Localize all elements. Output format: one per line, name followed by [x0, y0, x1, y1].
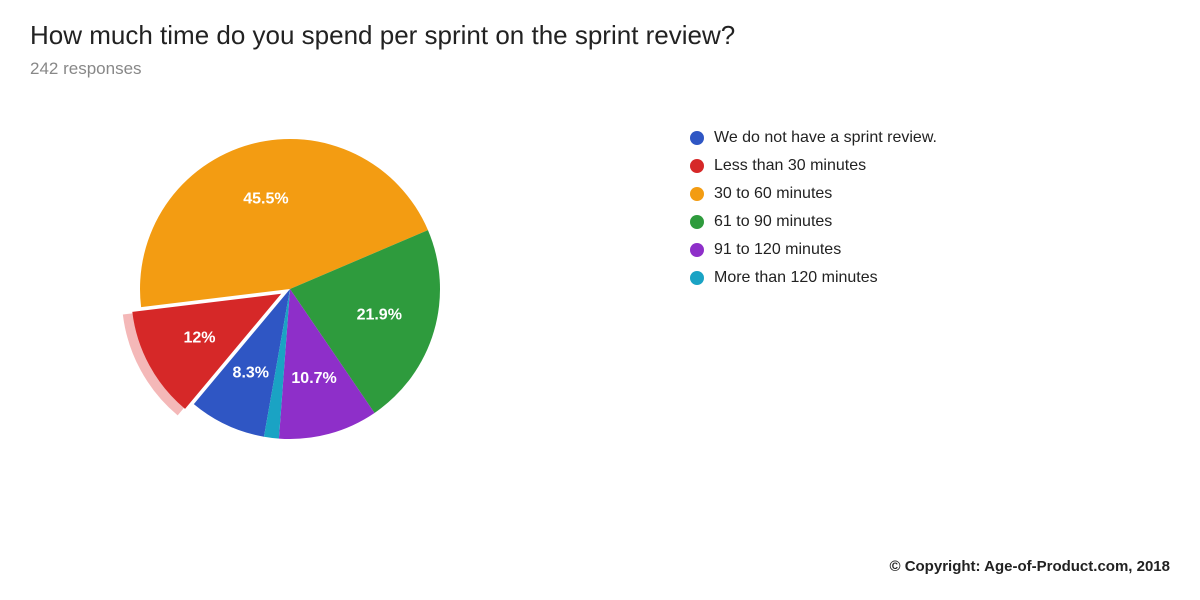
legend-label: Less than 30 minutes — [714, 157, 866, 175]
legend-label: 30 to 60 minutes — [714, 185, 832, 203]
slice-percent-label: 10.7% — [291, 370, 336, 387]
legend-swatch — [690, 215, 704, 229]
copyright-text: © Copyright: Age-of-Product.com, 2018 — [889, 558, 1170, 575]
legend-item: 91 to 120 minutes — [690, 241, 937, 259]
legend-swatch — [690, 271, 704, 285]
legend-swatch — [690, 187, 704, 201]
legend-item: 30 to 60 minutes — [690, 185, 937, 203]
legend-label: We do not have a sprint review. — [714, 129, 937, 147]
legend-swatch — [690, 159, 704, 173]
legend-swatch — [690, 243, 704, 257]
legend-label: 61 to 90 minutes — [714, 213, 832, 231]
slice-percent-label: 8.3% — [233, 365, 269, 382]
slice-percent-label: 12% — [183, 329, 215, 346]
legend-label: 91 to 120 minutes — [714, 241, 841, 259]
response-count: 242 responses — [30, 59, 1170, 79]
legend-swatch — [690, 131, 704, 145]
legend: We do not have a sprint review. Less than… — [690, 129, 937, 297]
legend-item: Less than 30 minutes — [690, 157, 937, 175]
pie-chart: 8.3% 12% 45.5% 21.9% 10.7% — [30, 119, 570, 479]
slice-percent-label: 45.5% — [243, 190, 288, 207]
legend-label: More than 120 minutes — [714, 269, 878, 287]
chart-area: 8.3% 12% 45.5% 21.9% 10.7% We do not have a … — [30, 119, 1170, 479]
legend-item: More than 120 minutes — [690, 269, 937, 287]
slice-percent-label: 21.9% — [357, 306, 402, 323]
chart-title: How much time do you spend per sprint on… — [30, 20, 1170, 51]
legend-item: 61 to 90 minutes — [690, 213, 937, 231]
legend-item: We do not have a sprint review. — [690, 129, 937, 147]
